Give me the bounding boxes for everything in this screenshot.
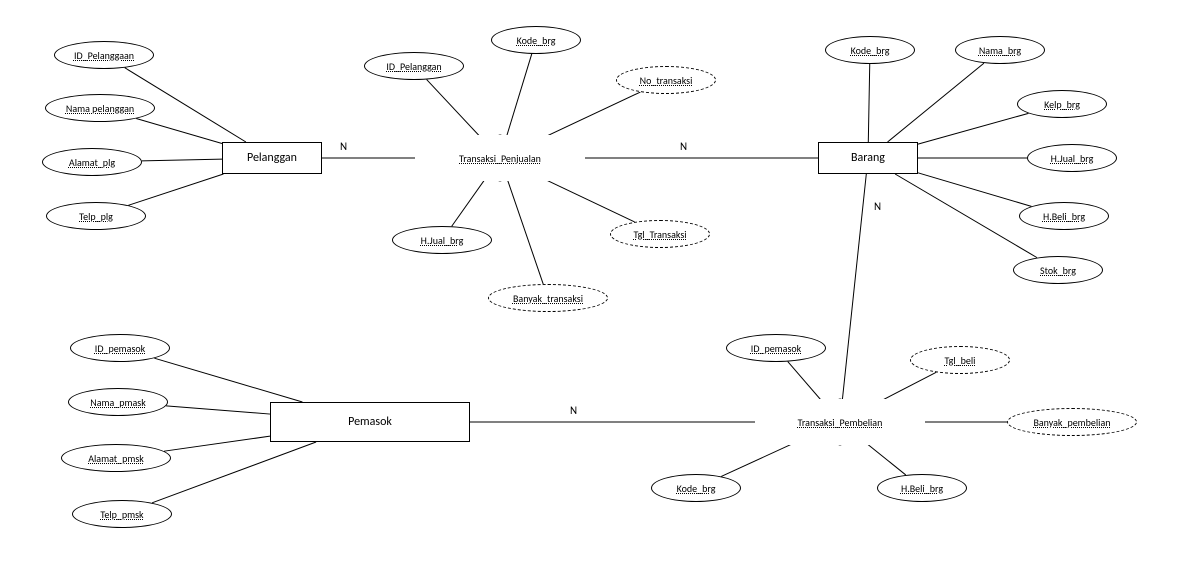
entity-pemasok: Pemasok xyxy=(270,402,470,442)
relationship-trans_pembelian xyxy=(755,399,925,445)
cardinality-label: N xyxy=(874,200,881,213)
attribute-label: Kelp_brg xyxy=(1044,98,1080,111)
attribute-label: H.Jual_brg xyxy=(421,234,464,247)
attribute-label: Alamat_plg xyxy=(69,156,115,169)
attribute-plg_nama: Nama pelanggan xyxy=(45,94,155,122)
attribute-label: Alamat_pmsk xyxy=(88,452,144,465)
attribute-label: Kode_brg xyxy=(677,482,716,495)
attribute-pm_nama: Nama_pmask xyxy=(68,388,168,416)
attribute-tp_kode: Kode_brg xyxy=(491,26,581,54)
attribute-tb_idpm: ID_pemasok xyxy=(726,334,826,362)
attribute-brg_nama: Nama_brg xyxy=(955,36,1045,64)
attribute-pm_alamat: Alamat_pmsk xyxy=(61,444,171,472)
cardinality-label: N xyxy=(680,140,687,153)
attribute-label: ID_Pelanggaan xyxy=(74,49,134,62)
attribute-label: Kode_brg xyxy=(851,44,890,57)
attribute-label: ID_pemasok xyxy=(751,342,801,355)
attribute-brg_kode: Kode_brg xyxy=(825,36,915,64)
relationship-label: Transaksi_Pembelian xyxy=(798,416,883,429)
attribute-label: Nama_pmask xyxy=(90,396,146,409)
attribute-tp_idplg: ID_Pelanggan xyxy=(364,52,464,80)
attribute-label: Tgl_Transaksi xyxy=(633,228,686,241)
attribute-tp_hjual: H.Jual_brg xyxy=(392,226,492,254)
attribute-plg_id: ID_Pelanggaan xyxy=(54,41,154,69)
entity-label: Pemasok xyxy=(348,415,392,429)
entity-label: Pelanggan xyxy=(247,151,297,165)
attribute-label: Kode_brg xyxy=(517,34,556,47)
attribute-label: Stok_brg xyxy=(1040,264,1076,277)
attribute-label: Nama_brg xyxy=(979,44,1021,57)
attribute-label: Tgl_beli xyxy=(945,354,976,367)
relationship-trans_penjualan xyxy=(415,135,585,181)
entity-barang: Barang xyxy=(818,142,918,174)
attribute-tp_no: No_transaksi xyxy=(616,66,716,94)
attribute-plg_telp: Telp_plg xyxy=(46,202,146,230)
relationship-label: Transaksi_Penjualan xyxy=(459,152,541,165)
attribute-tb_hbeli: H.Beli_brg xyxy=(877,474,967,502)
attribute-label: H.Jual_brg xyxy=(1051,152,1094,165)
attribute-label: Banyak_transaksi xyxy=(513,292,583,305)
attribute-brg_hbeli: H.Beli_brg xyxy=(1019,202,1109,230)
attribute-brg_kelp: Kelp_brg xyxy=(1017,90,1107,118)
er-diagram-canvas: Pelanggan Barang Pemasok Transaksi_Penjuala… xyxy=(0,0,1200,577)
attribute-tb_tgl: Tgl_beli xyxy=(910,346,1010,374)
attribute-tb_banyak: Banyak_pembelian xyxy=(1007,408,1137,436)
attribute-tp_tgl: Tgl_Transaksi xyxy=(610,220,710,248)
attribute-label: Nama pelanggan xyxy=(66,102,134,115)
attribute-label: H.Beli_brg xyxy=(901,482,943,495)
attribute-label: Banyak_pembelian xyxy=(1033,416,1110,429)
attribute-tp_banyak: Banyak_transaksi xyxy=(488,284,608,312)
attribute-brg_hjual: H.Jual_brg xyxy=(1027,144,1117,172)
cardinality-label: N xyxy=(570,404,577,417)
attribute-pm_id: ID_pemasok xyxy=(70,334,170,362)
attribute-label: Telp_pmsk xyxy=(100,508,143,521)
attribute-label: No_transaksi xyxy=(640,74,693,87)
attribute-brg_stok: Stok_brg xyxy=(1013,256,1103,284)
attribute-label: H.Beli_brg xyxy=(1043,210,1085,223)
attribute-label: ID_pemasok xyxy=(95,342,145,355)
attribute-plg_alamat: Alamat_plg xyxy=(42,148,142,176)
attribute-label: Telp_plg xyxy=(79,210,113,223)
cardinality-label: N xyxy=(340,140,347,153)
entity-pelanggan: Pelanggan xyxy=(222,142,322,174)
attribute-tb_kode: Kode_brg xyxy=(651,474,741,502)
attribute-pm_telp: Telp_pmsk xyxy=(72,500,172,528)
attribute-label: ID_Pelanggan xyxy=(386,60,441,73)
entity-label: Barang xyxy=(851,151,885,165)
